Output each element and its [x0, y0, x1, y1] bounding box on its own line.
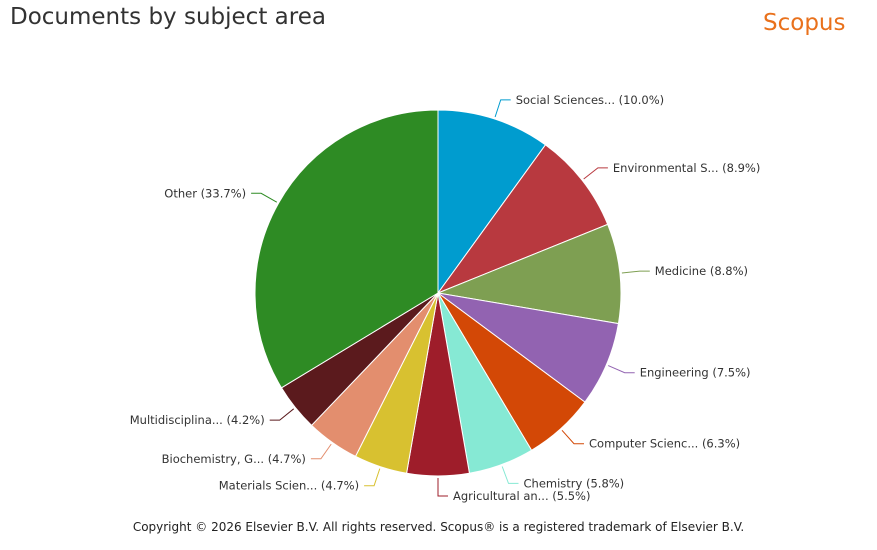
label-connector [501, 466, 519, 484]
slice-label: Environmental S... (8.9%) [613, 161, 760, 175]
slice-label: Engineering (7.5%) [640, 366, 751, 380]
slice-label: Biochemistry, G... (4.7%) [162, 452, 306, 466]
copyright-notice: Copyright © 2026 Elsevier B.V. All right… [132, 520, 745, 534]
slice-label: Materials Scien... (4.7%) [219, 479, 359, 493]
pie-chart: Social Sciences... (10.0%) Environmental … [130, 93, 761, 503]
chart-title: Documents by subject area [10, 4, 326, 30]
label-connector [621, 270, 650, 274]
slice-label: Medicine (8.8%) [655, 264, 748, 278]
label-connector [561, 429, 584, 445]
pie-slice[interactable] [436, 223, 622, 325]
label-connector [583, 167, 608, 180]
label-connector [437, 478, 448, 497]
scopus-logo[interactable]: Scopus [763, 10, 846, 36]
pie-slice[interactable] [436, 144, 609, 295]
label-connector [608, 365, 635, 374]
label-connector [310, 443, 332, 460]
slice-label: Other (33.7%) [164, 186, 246, 200]
label-connector [494, 99, 511, 118]
slice-label: Multidisciplina... (4.2%) [130, 413, 265, 427]
slice-label: Chemistry (5.8%) [524, 476, 625, 490]
label-connector [251, 192, 278, 203]
slice-label: Agricultural an... (5.5%) [453, 489, 590, 503]
label-connector [269, 408, 295, 421]
slice-label: Computer Scienc... (6.3%) [589, 437, 740, 451]
slice-label: Social Sciences... (10.0%) [516, 93, 664, 107]
label-connector [364, 468, 381, 487]
pie-slice[interactable] [437, 109, 547, 295]
pie-slice[interactable] [254, 109, 439, 389]
